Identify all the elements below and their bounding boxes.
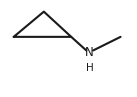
Text: H: H bbox=[86, 63, 94, 73]
Text: N: N bbox=[85, 46, 94, 59]
